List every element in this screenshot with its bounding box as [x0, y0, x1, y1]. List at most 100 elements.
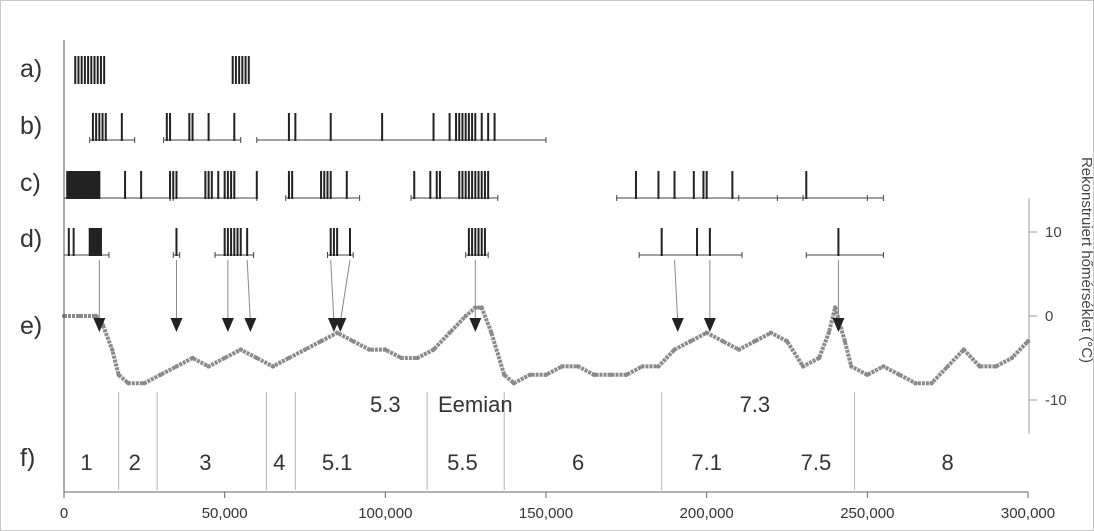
stage-labels: 1 2 3 4 5.1 5.5 6 7.1 7.5 8: [80, 450, 953, 475]
row-label-f: f): [20, 444, 35, 472]
marker-arrow-line-7: [674, 259, 679, 323]
temperature-point: [865, 372, 870, 377]
annotation-2: 7.3: [740, 392, 771, 417]
temperature-point: [720, 339, 725, 344]
temperature-point: [656, 364, 661, 369]
y-tick-label: 10: [1045, 224, 1062, 241]
temperature-series: [61, 305, 1031, 386]
x-tick-label: 0: [60, 505, 68, 522]
row-label-c: c): [20, 169, 41, 197]
temperature-point: [736, 347, 741, 352]
temperature-point: [238, 347, 243, 352]
temperature-point: [592, 372, 597, 377]
temperature-point: [479, 305, 484, 310]
marker-arrowhead-3: [244, 318, 257, 332]
temperature-point: [415, 355, 420, 361]
temperature-point: [833, 305, 838, 310]
temperature-point: [270, 364, 276, 369]
marker-arrowhead-1: [170, 318, 183, 332]
event-rows: [63, 56, 884, 258]
temperature-line: [64, 305, 1030, 386]
row-label-d: d): [20, 225, 42, 253]
temperature-point: [334, 330, 340, 335]
y-axis-title: Rekonstruiert hőmérséklet (°C): [1078, 157, 1094, 363]
x-tick-label: 100,000: [358, 505, 412, 522]
temperature-point: [190, 355, 195, 361]
temperature-point: [752, 339, 758, 344]
marker-arrowhead-9: [832, 318, 845, 332]
row-label-b: b): [20, 112, 42, 140]
temperature-point: [351, 339, 356, 344]
temperature-point: [110, 347, 115, 352]
x-tick-label: 150,000: [519, 505, 573, 522]
temperature-point: [816, 355, 822, 361]
temperature-point: [849, 364, 854, 369]
temperature-point: [302, 347, 308, 352]
temperature-point: [463, 313, 468, 319]
x-tick-label: 300,000: [1001, 505, 1055, 522]
temperature-point: [367, 347, 372, 352]
temperature-point: [399, 355, 404, 361]
temperature-point: [511, 381, 517, 386]
temperature-point: [784, 339, 790, 344]
temperature-point: [489, 330, 494, 335]
temperature-point: [768, 330, 774, 335]
marker-arrows: [93, 259, 845, 332]
x-axis: 0 50,000 100,000 150,000 200,000 250,000 300,0…: [60, 40, 1055, 522]
temperature-point: [254, 355, 259, 361]
annotation-0: 5.3: [370, 392, 401, 417]
stage-label-7: 7.1: [691, 450, 722, 475]
temperature-point: [318, 339, 324, 344]
stage-label-1: 2: [129, 450, 141, 475]
annotations: 5.3 Eemian 7.3: [370, 392, 770, 417]
marker-arrow-line-5: [339, 259, 351, 323]
temperature-point: [502, 372, 507, 377]
temperature-point: [383, 347, 388, 352]
temperature-point: [826, 330, 831, 335]
temperature-point: [575, 364, 581, 369]
temperature-point: [945, 364, 950, 369]
temperature-point: [704, 330, 709, 335]
y-axis: 10 0 -10 Rekonstruiert hőmérséklet (°C): [1028, 157, 1094, 434]
y-tick-label: -10: [1045, 392, 1067, 409]
temperature-point: [431, 347, 436, 352]
temperature-point: [688, 339, 693, 344]
annotation-1: Eemian: [438, 392, 513, 417]
temperature-point: [126, 381, 131, 386]
temperature-point: [286, 355, 292, 361]
temperature-point: [93, 313, 99, 319]
temperature-point: [977, 364, 982, 369]
temperature-point: [222, 355, 227, 361]
temperature-point: [672, 347, 677, 352]
stage-label-5: 5.5: [447, 450, 478, 475]
temperature-point: [1009, 355, 1015, 361]
temperature-point: [929, 381, 934, 386]
stage-boundaries: [118, 392, 855, 490]
temperature-point: [116, 372, 121, 377]
temperature-point: [842, 339, 848, 344]
temperature-point: [559, 364, 565, 369]
temperature-point: [1025, 339, 1031, 344]
temperature-point: [447, 330, 452, 335]
temperature-point: [640, 364, 645, 369]
temperature-point: [624, 372, 629, 377]
temperature-point: [913, 381, 918, 386]
x-tick-label: 200,000: [680, 505, 734, 522]
x-tick-label: 50,000: [202, 505, 248, 522]
stage-label-0: 1: [80, 450, 92, 475]
x-tick-label: 250,000: [840, 505, 894, 522]
temperature-point: [961, 347, 966, 352]
temperature-point: [174, 364, 179, 369]
y-tick-label: 0: [1045, 308, 1053, 325]
temperature-point: [543, 372, 549, 377]
marker-arrowhead-5: [334, 318, 347, 332]
temperature-point: [881, 364, 886, 369]
temperature-point: [206, 364, 211, 369]
stage-label-9: 8: [942, 450, 954, 475]
stage-label-8: 7.5: [801, 450, 832, 475]
marker-arrow-line-3: [246, 259, 251, 323]
marker-arrowhead-7: [671, 318, 684, 332]
temperature-point: [897, 372, 902, 377]
temperature-point: [527, 372, 533, 377]
